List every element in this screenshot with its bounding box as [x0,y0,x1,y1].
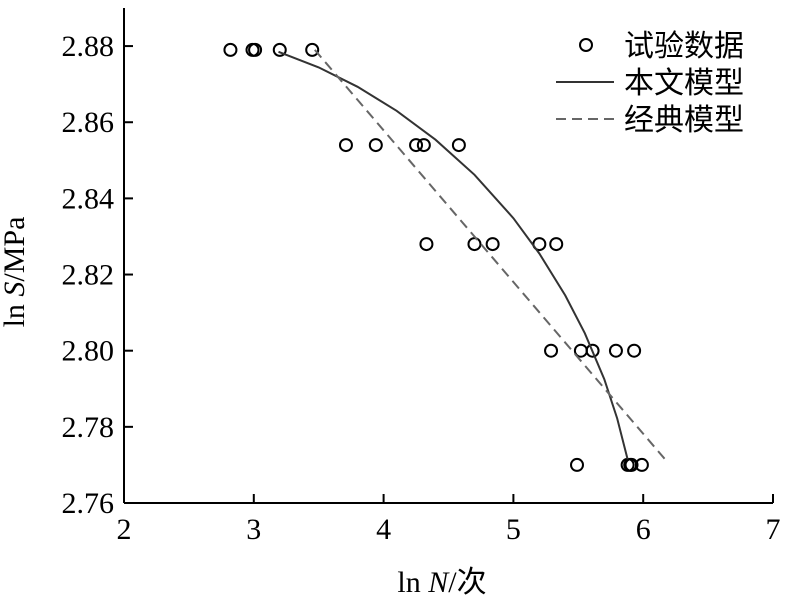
data-point [544,343,559,358]
y-axis-title-var: S [0,282,31,297]
data-point [409,138,424,153]
data-point [305,42,320,57]
x-tick-label: 7 [766,513,781,546]
y-axis-title-suffix: /MPa [0,217,31,282]
y-tick-label: 2.86 [62,106,115,139]
data-point [485,237,500,252]
x-ticks: 2 3 4 5 6 7 [117,494,781,546]
x-tick-label: 6 [636,513,651,546]
y-tick-label: 2.80 [62,335,115,368]
legend-label-test-data: 试验数据 [624,29,744,64]
series-layer [223,42,668,472]
data-point [627,343,642,358]
data-point [451,138,466,153]
y-tick-label: 2.84 [62,182,115,215]
x-tick-label: 5 [506,513,521,546]
legend-label-this-model: 本文模型 [624,66,744,101]
data-point [608,343,623,358]
data-point [634,457,649,472]
data-point [368,138,383,153]
data-point [416,138,431,153]
data-point [570,457,585,472]
data-point [624,457,639,472]
data-point [338,138,353,153]
data-point [272,42,287,57]
y-tick-label: 2.88 [62,30,115,63]
data-point [419,237,434,252]
x-axis-title: ln N/次 [397,566,486,599]
y-axis-title-prefix: ln [0,297,31,328]
y-tick-label: 2.82 [62,259,115,292]
y-tick-label: 2.76 [62,487,115,520]
legend: 试验数据 本文模型 经典模型 [556,29,744,138]
this-model-curve [278,50,629,460]
x-axis-title-var: N [427,566,450,599]
legend-marker-test-data [579,38,593,52]
plot-area: 2 3 4 5 6 7 2.76 2.78 2.80 2.82 2.84 2.86 2.88 [62,8,781,546]
x-axis-title-suffix: /次 [448,566,486,599]
data-point [549,237,564,252]
x-axis-title-prefix: ln [397,566,428,599]
y-ticks: 2.76 2.78 2.80 2.82 2.84 2.86 2.88 [62,30,133,520]
data-point [585,343,600,358]
x-tick-label: 4 [376,513,391,546]
x-tick-label: 3 [246,513,261,546]
data-point [467,237,482,252]
x-tick-label: 2 [117,513,132,546]
classic-model-line [314,49,668,462]
data-point [223,42,238,57]
legend-label-classic-model: 经典模型 [624,103,744,138]
y-axis-title: ln S/MPa [0,217,31,328]
data-point [248,42,263,57]
y-tick-label: 2.78 [62,411,115,444]
